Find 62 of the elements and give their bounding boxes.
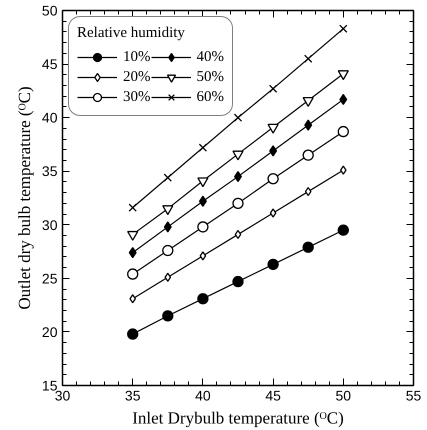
point (164, 272, 172, 282)
point (267, 124, 279, 134)
point (127, 230, 138, 241)
point (128, 246, 137, 258)
point (340, 165, 347, 175)
x-tick-label: 40 (195, 388, 211, 404)
point (234, 230, 242, 240)
point (232, 276, 244, 288)
point (128, 203, 137, 212)
point (304, 54, 312, 63)
point (197, 221, 209, 233)
point (198, 143, 208, 152)
point (162, 310, 174, 322)
point (302, 96, 314, 107)
point (338, 126, 349, 138)
point (197, 177, 209, 188)
legend-title: Relative humidity (77, 25, 186, 42)
point (268, 84, 278, 93)
point (232, 198, 244, 209)
point (338, 70, 349, 80)
point (164, 221, 172, 233)
legend-label: 20% (123, 68, 150, 86)
y-tick-label: 50 (42, 2, 58, 18)
legend-label: 60% (196, 88, 224, 106)
point (162, 205, 174, 216)
point (127, 268, 138, 280)
point (269, 145, 278, 157)
point (339, 24, 348, 33)
point (339, 94, 348, 106)
x-axis-title: Inlet Drybulb temperature (ᴼC) (132, 408, 344, 428)
point (304, 119, 312, 131)
legend-label: 10% (123, 48, 150, 66)
y-tick-label: 35 (42, 163, 58, 180)
point (267, 258, 279, 270)
y-tick-label: 30 (42, 216, 58, 233)
legend-label: 40% (196, 48, 224, 66)
point (127, 328, 138, 340)
point (270, 208, 276, 218)
point (302, 150, 314, 161)
point (197, 293, 209, 304)
point (304, 186, 312, 196)
y-tick-label: 40 (42, 110, 58, 126)
point (232, 150, 244, 160)
x-tick-label: 45 (265, 388, 282, 404)
legend-label: 30% (123, 88, 150, 106)
x-tick-label: 55 (406, 388, 422, 404)
point (302, 242, 314, 253)
point (129, 294, 136, 304)
point (164, 173, 172, 182)
point (234, 113, 242, 122)
point (267, 173, 279, 184)
point (200, 251, 206, 261)
point (162, 244, 174, 256)
x-tick-label: 50 (336, 388, 352, 404)
point (338, 224, 349, 236)
y-tick-label: 20 (42, 324, 58, 340)
point (198, 196, 207, 207)
legend-label: 50% (196, 68, 224, 86)
y-tick-label: 45 (42, 56, 58, 72)
y-tick-label: 25 (42, 270, 58, 286)
y-axis-title: Outlet dry bulb temperature (ᴼC) (14, 86, 34, 310)
x-tick-label: 35 (124, 388, 141, 404)
